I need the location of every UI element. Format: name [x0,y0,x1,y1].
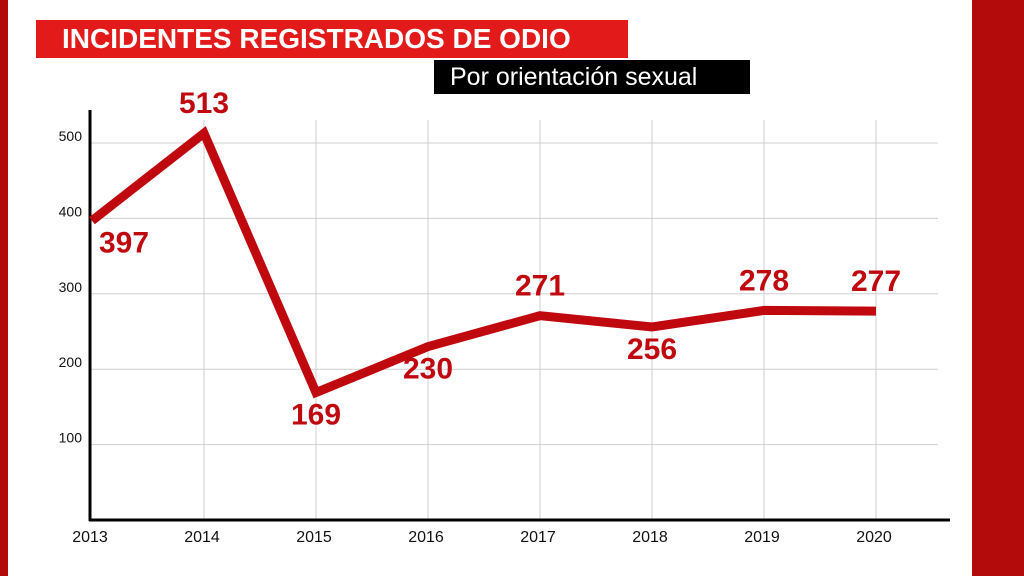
series-line [89,126,877,399]
axes [88,110,950,522]
chart-subtitle: Por orientación sexual [434,60,750,94]
left-frame-bar [0,0,8,576]
y-tick-label: 200 [59,354,83,370]
data-label: 230 [403,353,453,386]
x-tick-label: 2018 [632,529,668,546]
x-tick-label: 2020 [856,529,892,546]
x-tick-label: 2019 [744,529,780,546]
x-axis-ticks: 2013 2014 2015 2016 2017 2018 2019 2020 [72,529,892,546]
data-label: 169 [291,399,341,432]
data-label: 278 [739,264,789,297]
data-label: 397 [99,227,149,260]
chart-title: INCIDENTES REGISTRADOS DE ODIO [36,20,628,58]
x-tick-label: 2013 [72,529,108,546]
data-label: 513 [179,87,229,120]
series-line-path [89,126,877,399]
y-tick-label: 400 [59,203,83,219]
y-tick-label: 500 [59,128,83,144]
data-labels: 397 513 169 230 271 256 278 277 [99,87,901,431]
x-tick-label: 2015 [296,529,332,546]
grid [90,120,938,520]
y-tick-label: 300 [59,279,83,295]
data-label: 277 [851,265,901,298]
data-label: 271 [515,270,565,303]
y-axis-ticks: 100 200 300 400 500 [59,128,83,446]
x-tick-label: 2017 [520,529,556,546]
x-tick-label: 2014 [184,529,220,546]
y-tick-label: 100 [59,430,83,446]
data-label: 256 [627,333,677,366]
right-frame-bar [972,0,1024,576]
x-tick-label: 2016 [408,529,444,546]
